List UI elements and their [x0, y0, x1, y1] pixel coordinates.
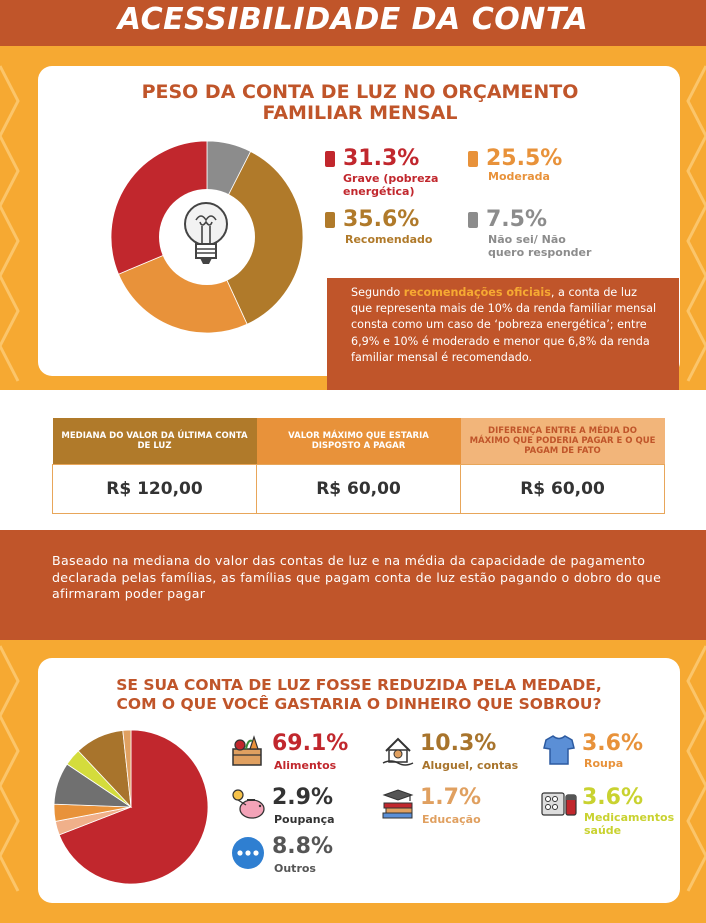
legend-nao-sei-swatch: [468, 212, 478, 228]
tshirt-icon: [543, 735, 575, 765]
legend-grave: 31.3% Grave (pobreza energética): [325, 146, 465, 206]
spend-item-roupa: 3.6% Roupa: [540, 731, 680, 781]
section2-title-line2: COM O QUE VOCÊ GASTARIA O DINHEIRO QUE S…: [116, 695, 602, 713]
legend-nao-sei-label-line2: quero responder: [488, 246, 592, 259]
legend-grave-label-line2: energética): [343, 185, 415, 198]
spend-medicamentos-label-line1: Medicamentos: [584, 811, 675, 824]
statement-text: Baseado na mediana do valor das contas d…: [52, 553, 662, 601]
legend-grave-label: Grave (pobreza energética): [343, 172, 438, 198]
note-text-after: , a conta de luz que representa mais de …: [351, 286, 657, 364]
house-money-icon: [382, 737, 414, 766]
spend-poupanca-label: Poupança: [274, 813, 335, 826]
section1-title-line2: FAMILIAR MENSAL: [262, 102, 458, 124]
spend-item-alimentos: 69.1% Alimentos: [230, 731, 380, 781]
spend-medicamentos-label-line2: saúde: [584, 824, 622, 837]
lightbulb-icon: [184, 202, 228, 264]
legend-moderada-label: Moderada: [488, 170, 550, 183]
legend-recomendado-pct: 35.6%: [343, 207, 420, 232]
table-header-diff: DIFERENÇA ENTRE A MÉDIA DO MÁXIMO QUE PO…: [460, 418, 665, 464]
legend-moderada: 25.5% Moderada: [468, 146, 608, 186]
legend-nao-sei-label-line1: Não sei/ Não: [488, 233, 566, 246]
spend-outros-label: Outros: [274, 862, 316, 875]
median-table: MEDIANA DO VALOR DA ÚLTIMA CONTA DE LUZ …: [52, 418, 665, 514]
table-cell-max: R$ 60,00: [256, 463, 461, 514]
pie2-slice-4: [122, 729, 132, 808]
legend-nao-sei-label: Não sei/ Não quero responder: [488, 233, 591, 259]
background-pattern: [0, 65, 706, 892]
table-header-median: MEDIANA DO VALOR DA ÚLTIMA CONTA DE LUZ: [52, 418, 257, 464]
legend-recomendado-label: Recomendado: [345, 233, 433, 246]
medicine-icon: [541, 792, 577, 816]
table-cell-median: R$ 120,00: [52, 463, 257, 514]
spend-medicamentos-label: Medicamentos saúde: [584, 811, 674, 837]
spend-item-poupanca: 2.9% Poupança: [230, 785, 380, 835]
more-dots-icon: [232, 837, 264, 869]
spend-roupa-pct: 3.6%: [582, 731, 644, 756]
spend-item-medicamentos: 3.6% Medicamentos saúde: [540, 785, 680, 845]
table-cell-diff: R$ 60,00: [460, 463, 665, 514]
statement-band: [0, 530, 706, 640]
spend-aluguel-pct: 10.3%: [420, 731, 497, 756]
pie2-slice-0: [58, 729, 209, 885]
legend-grave-pct: 31.3%: [343, 146, 420, 171]
note-text-before: Segundo: [351, 286, 404, 299]
legend-recomendado: 35.6% Recomendado: [325, 207, 465, 247]
spend-item-aluguel: 10.3% Aluguel, contas: [380, 731, 540, 781]
note-highlight: recomendações oficiais: [403, 286, 551, 299]
spend-aluguel-label: Aluguel, contas: [422, 759, 519, 772]
section1-title-line1: PESO DA CONTA DE LUZ NO ORÇAMENTO: [141, 81, 579, 103]
legend-grave-label-line1: Grave (pobreza: [343, 172, 439, 185]
books-icon: [382, 789, 414, 819]
spend-educacao-pct: 1.7%: [420, 785, 482, 810]
section1-title: PESO DA CONTA DE LUZ NO ORÇAMENTO FAMILI…: [60, 82, 660, 124]
spend-item-educacao: 1.7% Educação: [380, 785, 540, 835]
section2-title: SE SUA CONTA DE LUZ FOSSE REDUZIDA PELA …: [48, 676, 670, 714]
legend-nao-sei: 7.5% Não sei/ Não quero responder: [468, 207, 628, 267]
legend-moderada-swatch: [468, 151, 478, 167]
spend-item-outros: 8.8% Outros: [230, 834, 380, 884]
legend-nao-sei-pct: 7.5%: [486, 207, 548, 232]
legend-grave-swatch: [325, 151, 335, 167]
spend-poupanca-pct: 2.9%: [272, 785, 334, 810]
spend-educacao-label: Educação: [422, 813, 481, 826]
spend-medicamentos-pct: 3.6%: [582, 785, 644, 810]
header-bar: ACESSIBILIDADE DA CONTA: [0, 0, 706, 46]
table-header-max: VALOR MÁXIMO QUE ESTARIA DISPOSTO A PAGA…: [256, 418, 461, 464]
groceries-icon: [232, 735, 262, 766]
legend-moderada-pct: 25.5%: [486, 146, 563, 171]
official-recommendation-note: Segundo recomendações oficiais, a conta …: [327, 278, 679, 390]
piggy-bank-icon: [232, 789, 265, 819]
spend-alimentos-pct: 69.1%: [272, 731, 349, 756]
legend-recomendado-swatch: [325, 212, 335, 228]
note-text: Segundo recomendações oficiais, a conta …: [351, 285, 661, 366]
spend-outros-pct: 8.8%: [272, 834, 334, 859]
table-header-row: MEDIANA DO VALOR DA ÚLTIMA CONTA DE LUZ …: [52, 418, 665, 464]
page-title: ACESSIBILIDADE DA CONTA: [117, 2, 589, 37]
spend-roupa-label: Roupa: [584, 757, 624, 770]
spend-alimentos-label: Alimentos: [274, 759, 337, 772]
table-row: R$ 120,00 R$ 60,00 R$ 60,00: [52, 463, 665, 514]
spending-pie-chart: [53, 729, 209, 885]
section2-title-line1: SE SUA CONTA DE LUZ FOSSE REDUZIDA PELA …: [116, 676, 602, 694]
